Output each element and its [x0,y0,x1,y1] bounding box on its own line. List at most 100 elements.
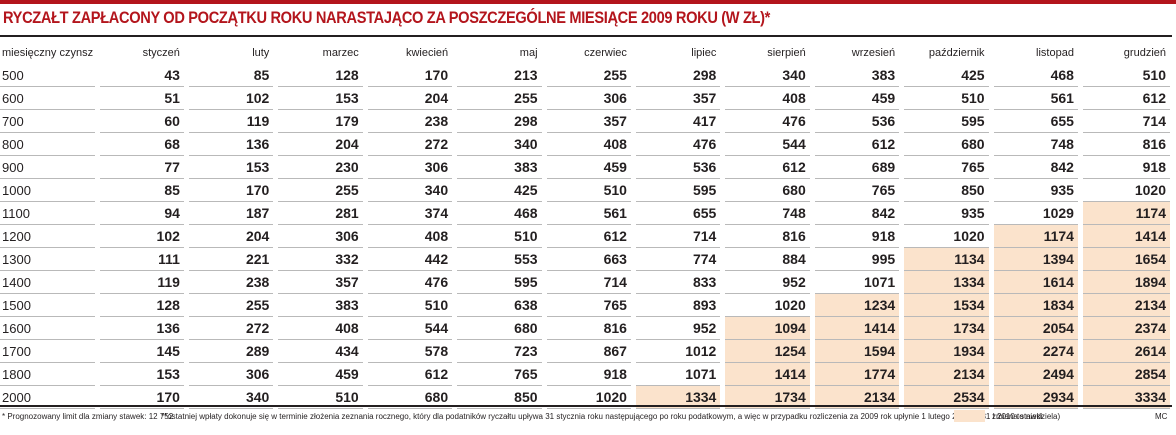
amount-cell: 612 [720,155,813,179]
amount-cell: 1934 [899,339,992,363]
amount-cell: 680 [452,316,545,340]
amount-cell: 638 [452,293,545,317]
amount-cell: 417 [630,109,723,133]
author-credit: MC [1155,412,1168,421]
amount-cell: 272 [362,132,455,156]
amount-cell: 1594 [809,339,902,363]
amount-cell: 2494 [988,362,1081,386]
amount-cell: 1654 [1077,247,1170,271]
amount-cell: 2134 [899,362,992,386]
amount-cell: 544 [362,316,455,340]
table-row: 1400 119 238 357 476 595 714 833 952 1071 1334 1614… [0,270,1170,294]
column-header: sierpień [720,41,813,64]
table-row: 900 77 153 230 306 383 459 536 612 689 765 842 918 [0,155,1170,179]
amount-cell: 425 [899,64,992,87]
table-row: 1800 153 306 459 612 765 918 1071 1414 1774 2134 24… [0,362,1170,386]
title-divider [0,35,1172,37]
amount-cell: 383 [273,293,366,317]
amount-cell: 774 [630,247,723,271]
column-header: grudzień [1077,41,1170,64]
table-row: 1100 94 187 281 374 468 561 655 748 842 935 1029 117… [0,201,1170,225]
amount-cell: 204 [362,86,455,110]
amount-cell: 468 [988,64,1081,87]
amount-cell: 816 [541,316,634,340]
amount-cell: 553 [452,247,545,271]
amount-cell: 85 [94,178,187,202]
amount-cell: 2374 [1077,316,1170,340]
amount-cell: 1020 [541,385,634,409]
column-header: czerwiec [541,41,634,64]
amount-cell: 1012 [630,339,723,363]
amount-cell: 1394 [988,247,1081,271]
amount-cell: 476 [362,270,455,294]
table-row: 1700 145 289 434 578 723 867 1012 1254 1594 1934 22… [0,339,1170,363]
amount-cell: 306 [273,224,366,248]
amount-cell: 952 [630,316,723,340]
amount-cell: 340 [362,178,455,202]
amount-cell: 748 [988,132,1081,156]
amount-cell: 289 [183,339,276,363]
rent-cell: 800 [0,132,97,156]
amount-cell: 179 [273,109,366,133]
amount-cell: 340 [720,64,813,87]
rent-cell: 1200 [0,224,97,248]
amount-cell: 408 [362,224,455,248]
amount-cell: 3334 [1077,385,1170,409]
amount-cell: 374 [362,201,455,225]
rent-cell: 1100 [0,201,97,225]
table-body: 500 43 85 128 170 213 255 298 340 383 425 468 510 600… [0,64,1170,409]
amount-cell: 306 [541,86,634,110]
amount-cell: 476 [630,132,723,156]
amount-cell: 1894 [1077,270,1170,294]
table-row: 1200 102 204 306 408 510 612 714 816 918 1020 1174 1… [0,224,1170,248]
amount-cell: 680 [362,385,455,409]
table-row: 2000 170 340 510 680 850 1020 1334 1734 2134 2534 2… [0,385,1170,409]
amount-cell: 170 [183,178,276,202]
amount-cell: 1174 [1077,201,1170,225]
amount-cell: 1734 [899,316,992,340]
amount-cell: 867 [541,339,634,363]
amount-cell: 145 [94,339,187,363]
amount-cell: 332 [273,247,366,271]
amount-cell: 2614 [1077,339,1170,363]
amount-cell: 128 [94,293,187,317]
amount-cell: 816 [720,224,813,248]
amount-cell: 748 [720,201,813,225]
amount-cell: 255 [273,178,366,202]
amount-cell: 536 [630,155,723,179]
amount-cell: 714 [1077,109,1170,133]
table-header-row: miesięczny czynsz styczeń luty marzec kw… [0,41,1170,64]
amount-cell: 510 [1077,64,1170,87]
amount-cell: 1774 [809,362,902,386]
amount-cell: 578 [362,339,455,363]
amount-cell: 995 [809,247,902,271]
amount-cell: 383 [452,155,545,179]
amount-cell: 1234 [809,293,902,317]
amount-cell: 459 [273,362,366,386]
amount-cell: 51 [94,86,187,110]
amount-cell: 510 [452,224,545,248]
amount-cell: 408 [273,316,366,340]
amount-cell: 459 [541,155,634,179]
footnote-deadline: **ostatniej wpłaty dokonuje się w termin… [161,412,1061,421]
table-row: 600 51 102 153 204 255 306 357 408 459 510 561 612 [0,86,1170,110]
amount-cell: 221 [183,247,276,271]
amount-cell: 723 [452,339,545,363]
amount-cell: 1414 [720,362,813,386]
rent-cell: 600 [0,86,97,110]
amount-cell: 230 [273,155,366,179]
amount-cell: 655 [988,109,1081,133]
amount-cell: 153 [94,362,187,386]
column-header: wrzesień [809,41,902,64]
amount-cell: 1134 [899,247,992,271]
column-header: styczeń [94,41,187,64]
amount-cell: 43 [94,64,187,87]
amount-cell: 1174 [988,224,1081,248]
rent-cell: 1300 [0,247,97,271]
amount-cell: 595 [899,109,992,133]
amount-cell: 2054 [988,316,1081,340]
amount-cell: 935 [899,201,992,225]
amount-cell: 255 [452,86,545,110]
legend-label: zmiana stawki [992,412,1043,421]
amount-cell: 842 [988,155,1081,179]
